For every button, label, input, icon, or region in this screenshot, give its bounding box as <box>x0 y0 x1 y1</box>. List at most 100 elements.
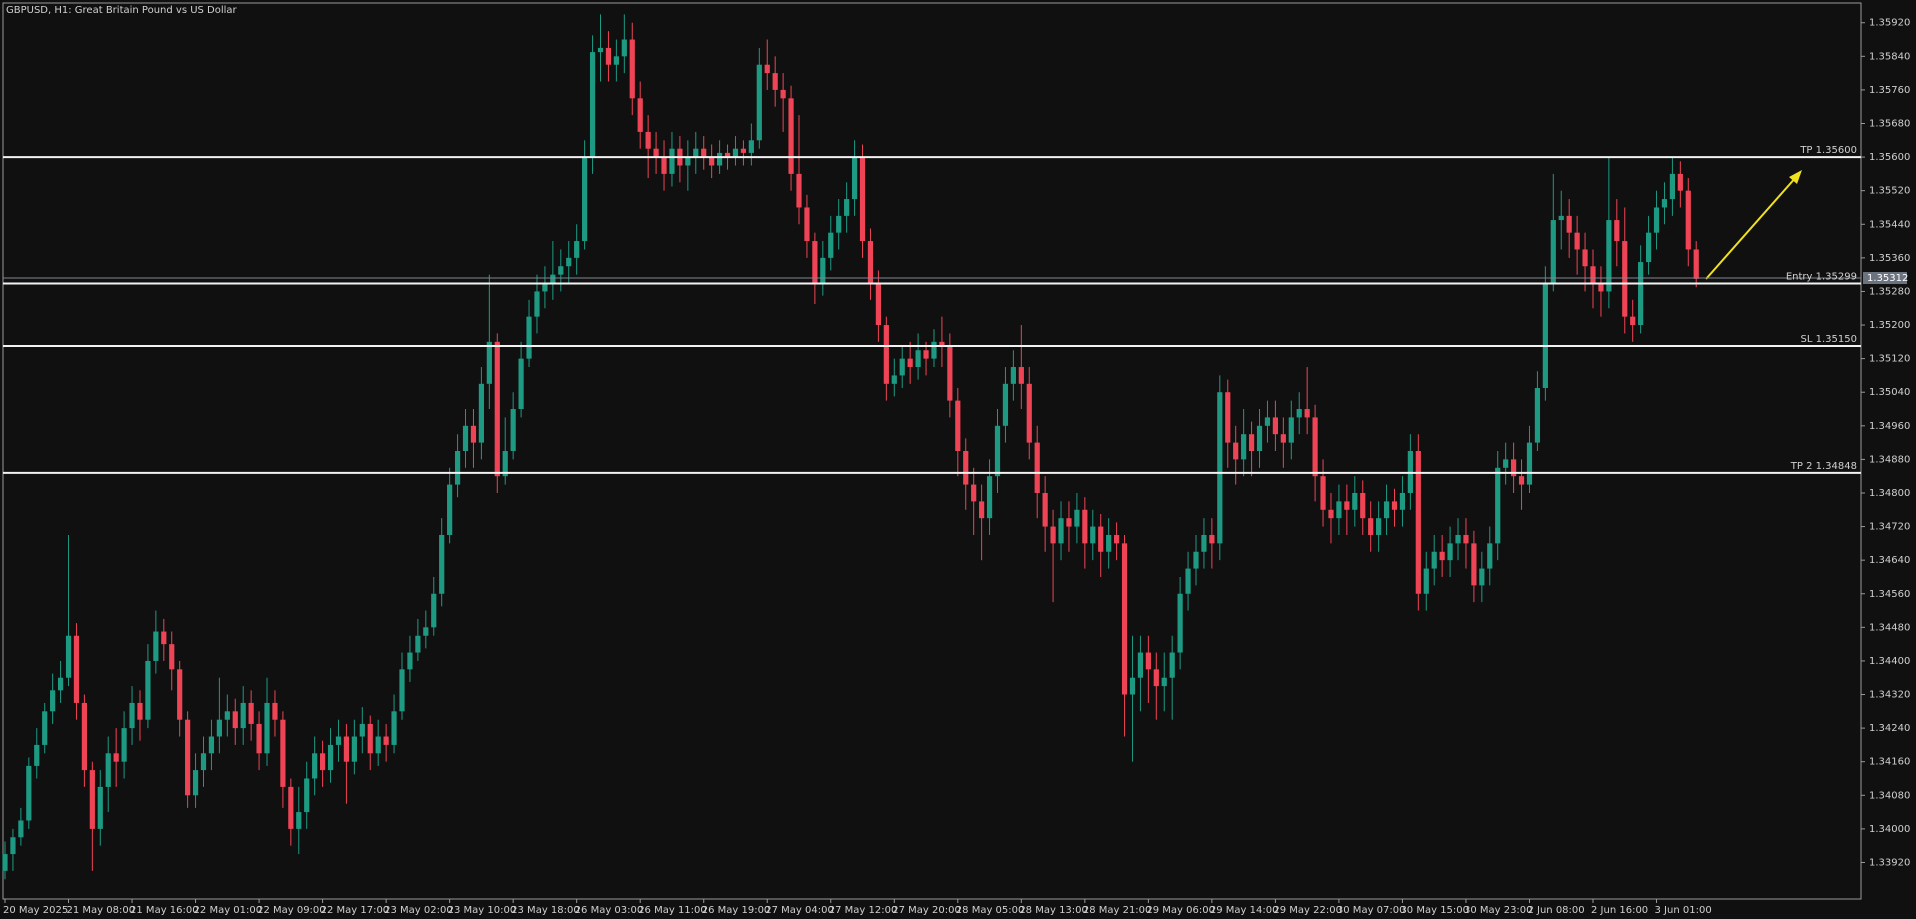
candle-body <box>1106 534 1112 552</box>
candle-body <box>637 98 643 132</box>
x-tick-label: 28 May 21:00 <box>1083 905 1152 916</box>
candle-body <box>486 341 492 384</box>
candle-body <box>812 241 818 284</box>
candle-body <box>34 744 40 766</box>
y-tick-label: 1.35600 <box>1869 152 1910 163</box>
candle-body <box>1661 199 1668 208</box>
candle-body <box>828 232 834 258</box>
candle-body <box>1503 459 1509 468</box>
candle-body <box>1082 509 1088 544</box>
x-tick-label: 21 May 16:00 <box>130 905 199 916</box>
candle-body <box>73 635 80 703</box>
candle-body <box>304 778 310 813</box>
x-tick-label: 22 May 01:00 <box>194 905 263 916</box>
candle-body <box>764 64 770 74</box>
candle-body <box>1487 543 1493 569</box>
candle-body <box>1534 388 1541 443</box>
candle-body <box>979 501 985 519</box>
candle-body <box>1161 677 1167 687</box>
candle-body <box>582 157 588 242</box>
candle-body <box>542 283 548 292</box>
candle-body <box>661 157 667 174</box>
candle-body <box>1606 220 1612 292</box>
candle-body <box>327 744 334 771</box>
candle-body <box>701 148 707 158</box>
level-label: TP 1.35600 <box>1799 145 1857 156</box>
candle-body <box>1383 501 1390 519</box>
x-tick-label: 23 May 18:00 <box>511 905 580 916</box>
y-tick-label: 1.34240 <box>1869 723 1910 734</box>
candle-body <box>939 341 945 347</box>
x-tick-label: 26 May 11:00 <box>638 905 707 916</box>
candle-body <box>1233 442 1239 460</box>
y-tick-label: 1.34320 <box>1869 690 1910 701</box>
candle-body <box>1336 501 1342 519</box>
y-tick-label: 1.34720 <box>1869 522 1910 533</box>
candle-body <box>748 140 754 153</box>
current-price-tag <box>1863 272 1907 285</box>
candle-body <box>1463 534 1469 544</box>
candle-body <box>693 148 699 158</box>
candle-body <box>280 719 286 787</box>
candle-body <box>1614 220 1620 242</box>
candle-body <box>1312 417 1318 477</box>
y-tick-label: 1.34080 <box>1869 790 1910 801</box>
candle-body <box>502 451 508 477</box>
y-tick-label: 1.35040 <box>1869 387 1910 398</box>
candle-body <box>470 425 477 443</box>
candle-body <box>1360 492 1366 519</box>
x-tick-label: 21 May 08:00 <box>67 905 136 916</box>
candle-body <box>200 753 207 771</box>
candle-body <box>1002 383 1009 426</box>
candle-body <box>780 89 786 99</box>
candle-body <box>1225 392 1231 443</box>
candle-body <box>1074 509 1080 527</box>
candle-body <box>510 409 516 451</box>
candle-body <box>447 484 453 535</box>
candle-body <box>820 257 826 284</box>
x-tick-label: 3 Jun 01:00 <box>1655 905 1712 916</box>
candle-body <box>1526 442 1533 485</box>
candle-body <box>1018 367 1024 384</box>
candle-body <box>1193 551 1199 569</box>
candle-body <box>145 660 151 720</box>
candle-body <box>97 786 103 829</box>
x-tick-label: 2 Jun 08:00 <box>1527 905 1584 916</box>
candle-body <box>1344 501 1350 510</box>
candle-body <box>1010 367 1016 384</box>
x-tick-label: 23 May 02:00 <box>384 905 453 916</box>
x-tick-label: 26 May 03:00 <box>575 905 644 916</box>
candle-body <box>399 669 405 712</box>
candle-body <box>224 711 230 720</box>
candle-body <box>431 593 437 628</box>
candle-body <box>836 215 842 233</box>
candle-body <box>1542 283 1548 389</box>
y-tick-label: 1.34560 <box>1869 589 1910 600</box>
candle-body <box>740 148 747 153</box>
candle-body <box>177 669 183 720</box>
candle-body <box>566 257 572 267</box>
candle-body <box>1090 526 1096 544</box>
candle-body <box>1129 677 1136 695</box>
candle-body <box>264 702 270 754</box>
candle-body <box>788 98 794 174</box>
candle-body <box>645 131 651 149</box>
level-label: SL 1.35150 <box>1801 334 1857 345</box>
candle-body <box>367 723 373 754</box>
candle-body <box>288 786 294 829</box>
x-tick-label: 30 May 07:00 <box>1337 905 1406 916</box>
candle-body <box>518 358 524 410</box>
candle-body <box>1598 283 1604 292</box>
candle-body <box>613 56 619 65</box>
candle-body <box>375 736 381 754</box>
candle-body <box>359 723 365 737</box>
candle-body <box>629 39 635 99</box>
candle-body <box>81 702 87 771</box>
y-tick-label: 1.34400 <box>1869 656 1910 667</box>
candle-body <box>1098 526 1104 552</box>
candle-body <box>335 736 342 745</box>
candle-body <box>1558 215 1564 221</box>
projection-arrow <box>1705 170 1802 280</box>
candle-body <box>1669 173 1675 200</box>
y-tick-label: 1.34960 <box>1869 421 1910 432</box>
